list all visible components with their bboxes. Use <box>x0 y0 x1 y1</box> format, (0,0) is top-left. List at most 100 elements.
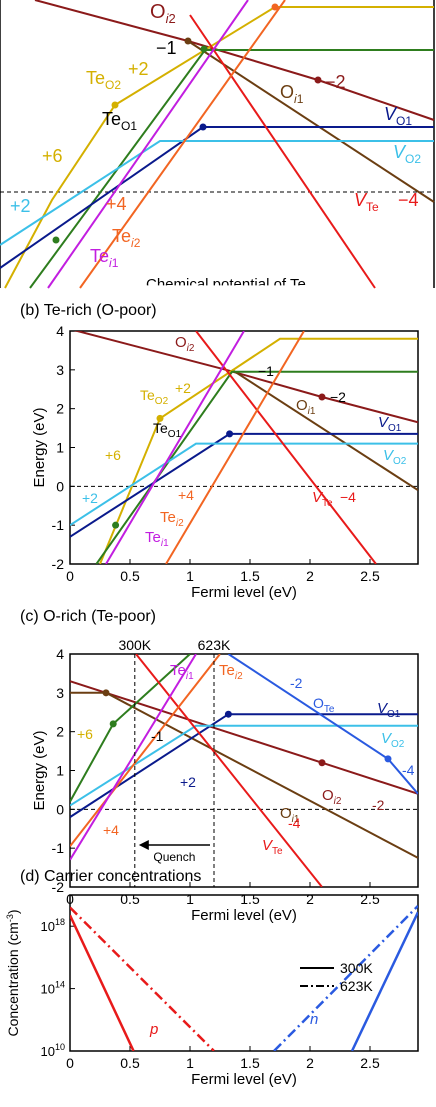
panel-c-quench-label: Quench <box>153 850 195 864</box>
panel-d-line-n-300k <box>350 911 418 1051</box>
panel-b-line-v-te <box>195 331 377 564</box>
panel-b-label-te-i1: Tei1 <box>145 529 169 549</box>
panel-b-ytick-label: -2 <box>52 556 65 572</box>
panel-b-xtick-label: 1 <box>186 568 194 584</box>
panel-d-line-p-623k <box>70 906 215 1051</box>
panel-c-marker-v-o1 <box>224 710 232 718</box>
panel-c-xtick-label: 1 <box>186 891 194 907</box>
panel-b-xtick-label: 1.5 <box>240 568 260 584</box>
panel-b-line-v-o1 <box>70 432 418 538</box>
panel-c-label-v-o2: VO2 <box>381 730 405 750</box>
panel-b-marker-o-i2 <box>318 393 326 401</box>
panel-d-ylabel: Concentration (cm-3) <box>5 909 21 1036</box>
panel-b-series-group <box>70 331 418 564</box>
panel-c-line-v-o2 <box>70 724 418 807</box>
panel-a-line-v-te <box>189 14 376 289</box>
panel-a-line-o-i2 <box>34 0 435 121</box>
panel-d-line-n-623k <box>273 905 418 1051</box>
panel-d-label-n: n <box>310 1011 318 1028</box>
panel-b-line-o-i2 <box>73 331 418 424</box>
panel-d-xtick-label: 2 <box>306 1055 314 1071</box>
panel-c-line-o-i2 <box>70 680 418 795</box>
panel-c-ytick-label: 4 <box>56 646 64 662</box>
panel-c-frame <box>69 653 419 888</box>
svg-text:−1: −1 <box>156 38 177 58</box>
panel-c-xtick-label: 1.5 <box>240 891 260 907</box>
panel-d-legend-label-300k: 300K <box>340 960 373 976</box>
panel-c-marker-o-i2 <box>318 759 326 767</box>
panel-b-xtick-label: 2 <box>306 568 314 584</box>
panel-c-vline-label-0: 300K <box>118 637 151 653</box>
panel-c-ytick-label: 3 <box>56 685 64 701</box>
panel-c-xtick-label: 2.5 <box>360 891 380 907</box>
svg-text:+4: +4 <box>106 194 127 214</box>
panel-b-label-minus2: −2 <box>330 389 346 405</box>
panel-b-label-plus2: +2 <box>175 380 191 396</box>
panel-b-title: (b) Te-rich (O-poor) <box>20 302 157 319</box>
panel-d-xtick-label: 1.5 <box>240 1055 260 1071</box>
panel-b-label-te-o2: TeO2 <box>140 387 169 407</box>
panel-c-label-minus2-ote: -2 <box>290 675 303 691</box>
panel-d-title: (d) Carrier concentrations <box>20 868 202 885</box>
panel-b-label-v-o2: VO2 <box>383 447 407 467</box>
panel-b-line-te-i1 <box>105 331 245 564</box>
panel-c-marker-te-o1 <box>109 720 117 728</box>
svg-text:+2: +2 <box>10 196 31 216</box>
panel-b-line-te-o2 <box>99 337 418 564</box>
svg-text:−2: −2 <box>325 72 346 92</box>
panel-b-line-o-i1 <box>231 368 418 492</box>
panel-c-vline-label-1: 623K <box>198 637 231 653</box>
panel-b-label-minus4: −4 <box>340 489 356 505</box>
panel-c-quench-arrowhead <box>138 840 149 850</box>
panel-c-ytick-label: 0 <box>56 801 64 817</box>
panel-b-marker-te-o2 <box>156 414 164 422</box>
panel-b-line-te-i2 <box>165 331 305 564</box>
panel-a-line-o-i1 <box>187 40 435 203</box>
panel-b-label-o-i2: Oi2 <box>175 334 195 354</box>
panel-c-label-v-o1: VO1 <box>377 700 401 720</box>
panel-b-ytick-label: 3 <box>56 362 64 378</box>
panel-d-ytick-label: 1014 <box>41 980 65 997</box>
panel-d-legend-label-623k: 623K <box>340 978 373 994</box>
panel-c-label-minus4: -4 <box>288 815 301 831</box>
panel-b-plot: 0 0.5 1 1.5 2 2.5 Fermi level (eV) -2 -1 0 1 2 3 4 Ene… <box>31 323 419 601</box>
panel-a-xlabel-cut: Chemical potential of Te <box>146 276 306 293</box>
panel-c-label-minus4-ote: -4 <box>402 762 415 778</box>
panel-b-xtick-label: 0.5 <box>120 568 140 584</box>
panel-d-plot: 0 0.5 1 1.5 2 2.5 Fermi level (eV) 1010 1014 1018… <box>5 894 419 1088</box>
panel-c-ytick-label: -2 <box>52 879 65 895</box>
panel-c-label-te-i2: Tei2 <box>219 662 243 682</box>
panel-c-line-te-i1 <box>70 654 197 861</box>
panel-d-xtick-label: 0 <box>66 1055 74 1071</box>
panel-c-xtick-label: 0.5 <box>120 891 140 907</box>
panel-d-xtick-label: 0.5 <box>120 1055 140 1071</box>
panel-a-line-te-i2 <box>79 0 286 289</box>
panel-b-label-plus4: +4 <box>178 487 194 503</box>
panel-c-ytick-label: 2 <box>56 724 64 740</box>
panel-c-xlabel: Fermi level (eV) <box>191 907 297 924</box>
panel-c-ytick-label: -1 <box>52 840 65 856</box>
panel-c-title: (c) O-rich (Te-poor) <box>20 608 157 625</box>
panel-c-label-minus2: -2 <box>372 797 385 813</box>
panel-b-marker-v-o1 <box>226 430 234 438</box>
panel-b-label-te-o1: TeO1 <box>153 420 182 440</box>
panel-b-ytick-label: 4 <box>56 323 64 339</box>
panel-a-plot: Oi2 −1 +2 TeO2 TeO1 Oi1 −2 VO1 VO2 +6 +2… <box>0 0 436 290</box>
panel-d-series-group <box>70 905 418 1051</box>
panel-c-label-plus4: +4 <box>103 822 119 838</box>
panel-a-line-te-i1 <box>47 0 249 289</box>
panel-c-line-v-te <box>135 654 323 887</box>
panel-c-label-o-i2: Oi2 <box>322 787 342 807</box>
panel-d-label-p: p <box>149 1021 158 1038</box>
panel-c-xtick-label: 2 <box>306 891 314 907</box>
panel-d-ytick-label: 1018 <box>41 917 65 934</box>
panel-b-line-te-o1 <box>95 370 418 564</box>
panel-c-ylabel: Energy (eV) <box>31 730 48 810</box>
panel-b-ytick-label: 1 <box>56 440 64 456</box>
panel-c-label-v-te: VTe <box>262 837 283 857</box>
panel-b-ytick-label: 2 <box>56 401 64 417</box>
panel-a-line-v-o2 <box>0 140 434 246</box>
svg-text:−4: −4 <box>398 190 419 210</box>
svg-text:+6: +6 <box>42 146 63 166</box>
